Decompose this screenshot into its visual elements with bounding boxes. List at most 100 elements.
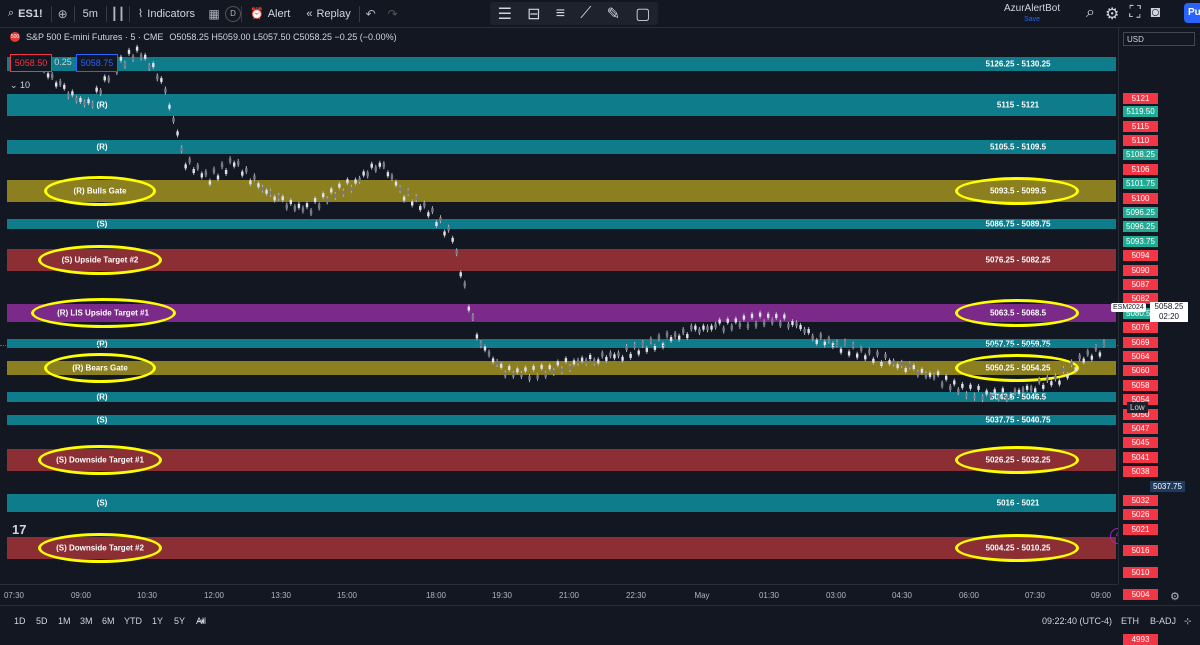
zone-band[interactable] bbox=[7, 249, 1116, 271]
candle-body bbox=[718, 319, 721, 324]
trend-line-icon[interactable]: ⟋ bbox=[580, 4, 592, 22]
candle-body bbox=[884, 353, 887, 358]
candle-body bbox=[370, 163, 373, 168]
candle-body bbox=[366, 172, 369, 177]
range-button[interactable]: 1D bbox=[14, 616, 26, 626]
candle-body bbox=[289, 199, 293, 204]
candle-body bbox=[176, 131, 179, 136]
candle-body bbox=[839, 348, 843, 353]
bid-price[interactable]: 5058.50 bbox=[10, 54, 52, 72]
candle-body bbox=[1082, 358, 1085, 363]
interval-button[interactable]: 5m bbox=[82, 7, 98, 20]
price-tag: 5047 bbox=[1123, 423, 1158, 434]
price-tag: 5038 bbox=[1123, 466, 1158, 478]
publish-button[interactable]: Pu bbox=[1184, 3, 1200, 23]
pen-icon[interactable]: ✎ bbox=[606, 5, 621, 23]
crosshair-icon[interactable]: ⊹ bbox=[1184, 616, 1192, 626]
candle-body bbox=[754, 322, 758, 327]
zone-band[interactable] bbox=[7, 180, 1116, 202]
session-toggle[interactable]: ETH bbox=[1121, 616, 1139, 626]
symbol-title[interactable]: S&P 500 E-mini Futures · 5 · CME bbox=[26, 32, 164, 42]
adjustment-toggle[interactable]: B-ADJ bbox=[1150, 616, 1177, 626]
candle-body bbox=[653, 345, 657, 350]
candle-body bbox=[783, 314, 786, 319]
undo-icon[interactable]: ↶ bbox=[365, 6, 376, 21]
zone-band[interactable] bbox=[7, 339, 1116, 348]
time-label: 21:00 bbox=[558, 591, 580, 600]
zone-band[interactable] bbox=[7, 219, 1116, 229]
user-menu[interactable]: AzurAlertBot Save bbox=[1004, 3, 1060, 25]
zone-band[interactable] bbox=[7, 494, 1116, 512]
zone-label: (R) bbox=[96, 339, 108, 348]
currency-select[interactable]: USD bbox=[1123, 32, 1195, 46]
range-button[interactable]: 5D bbox=[36, 616, 48, 626]
time-label: 06:00 bbox=[958, 591, 980, 600]
candle-body bbox=[463, 282, 466, 287]
candle-body bbox=[977, 385, 980, 390]
rectangle-icon[interactable]: ▢ bbox=[635, 5, 651, 23]
ask-price[interactable]: 5058.75 bbox=[76, 54, 118, 72]
redo-icon[interactable]: ↷ bbox=[387, 6, 398, 21]
range-button[interactable]: 3M bbox=[80, 616, 93, 626]
volume-indicator[interactable]: ⌄ 10 bbox=[10, 80, 31, 90]
layout-grid-icon[interactable]: ▦ bbox=[208, 6, 220, 21]
range-button[interactable]: 6M bbox=[102, 616, 115, 626]
sliders-icon[interactable]: ☰ bbox=[497, 5, 512, 23]
zone-band[interactable] bbox=[7, 94, 1116, 116]
lines-icon[interactable]: ≡ bbox=[555, 4, 566, 22]
candle-body bbox=[192, 169, 195, 174]
candle-body bbox=[91, 102, 94, 107]
candle-body bbox=[135, 46, 139, 51]
zone-range-label: 5126.25 - 5130.25 bbox=[985, 59, 1051, 69]
range-button[interactable]: All bbox=[196, 616, 207, 626]
drawing-toolbar: ☰ ⊟ ≡ ⟋ ✎ ▢ bbox=[490, 2, 658, 25]
time-label: May bbox=[694, 591, 710, 600]
candle-body bbox=[880, 361, 883, 366]
symbol-search[interactable]: ⌕ ES1! bbox=[0, 0, 51, 27]
zone-band[interactable] bbox=[7, 57, 1116, 71]
indicators-button[interactable]: ⌇ Indicators bbox=[130, 0, 203, 27]
chart-pane[interactable]: 5126.25 - 5130.25 (R) 5115 - 5121 (R) 5105.5… bbox=[0, 28, 1118, 584]
zone-band[interactable] bbox=[7, 415, 1116, 425]
candle-body bbox=[953, 380, 956, 385]
zone-band[interactable] bbox=[7, 392, 1116, 402]
settings-icon[interactable]: ⚙ bbox=[1104, 6, 1120, 23]
candle-body bbox=[402, 196, 406, 201]
range-button[interactable]: YTD bbox=[124, 616, 142, 626]
goto-date-icon[interactable]: ⇥ bbox=[197, 616, 205, 626]
candle-body bbox=[273, 196, 276, 201]
zone-band[interactable] bbox=[7, 140, 1116, 154]
axis-settings-icon[interactable]: ⚙ bbox=[1170, 591, 1180, 603]
candle-body bbox=[916, 371, 920, 376]
candle-body bbox=[491, 358, 495, 363]
candle-body bbox=[281, 196, 284, 201]
candle-body bbox=[46, 73, 50, 78]
candle-body bbox=[309, 210, 313, 215]
candle-body bbox=[172, 117, 175, 122]
camera-icon[interactable]: ◙ bbox=[1150, 4, 1161, 21]
quick-search-icon[interactable]: ⌕ bbox=[1086, 4, 1095, 21]
candle-body bbox=[253, 175, 256, 180]
candle-body bbox=[224, 169, 228, 174]
zone-band[interactable] bbox=[7, 304, 1116, 322]
range-button[interactable]: 5Y bbox=[174, 616, 186, 626]
time-axis[interactable]: 07:30 09:00 10:30 12:00 13:30 15:00 18:00 19:30… bbox=[0, 584, 1118, 605]
candles-icon[interactable]: ┃┃ bbox=[110, 6, 126, 21]
candle-body bbox=[722, 327, 725, 332]
clock[interactable]: 09:22:40 (UTC-4) bbox=[1042, 616, 1113, 626]
price-tag: 5106 bbox=[1123, 163, 1158, 175]
range-button[interactable]: 1M bbox=[58, 616, 71, 626]
replay-button[interactable]: « Replay bbox=[298, 0, 358, 27]
contract-label: ESM2024 bbox=[1111, 303, 1146, 312]
fullscreen-icon[interactable]: ⛶ bbox=[1129, 4, 1141, 21]
zone-band[interactable] bbox=[7, 449, 1116, 471]
toggle-icon[interactable]: ⊟ bbox=[527, 5, 541, 23]
compare-add-icon[interactable]: ⊕ bbox=[57, 6, 68, 21]
d-icon[interactable]: D bbox=[225, 5, 241, 22]
alert-button[interactable]: ⏰ Alert bbox=[242, 0, 298, 27]
zone-band[interactable] bbox=[7, 537, 1116, 559]
range-button[interactable]: 1Y bbox=[152, 616, 164, 626]
candle-body bbox=[139, 54, 143, 59]
price-tag: 5069 bbox=[1123, 336, 1158, 348]
candle-body bbox=[669, 337, 673, 342]
